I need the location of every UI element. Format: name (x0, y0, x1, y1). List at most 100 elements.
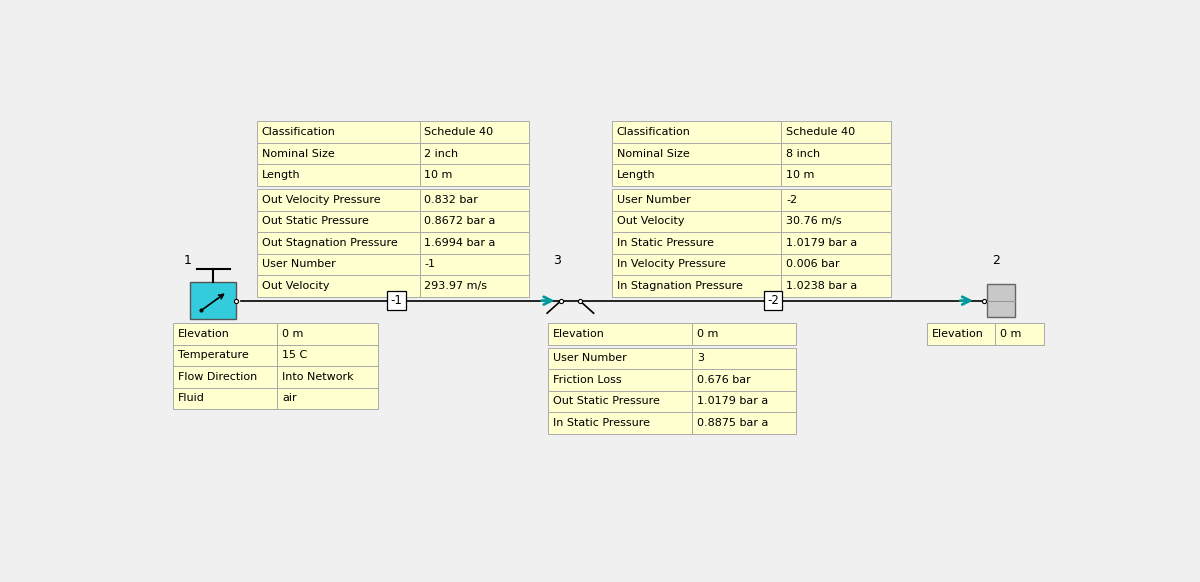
Bar (548, 347, 692, 369)
Text: Length: Length (617, 170, 655, 180)
Text: User Number: User Number (262, 260, 335, 269)
Text: 0 m: 0 m (1000, 329, 1021, 339)
Bar (986, 285, 1015, 317)
Text: -1: -1 (390, 294, 402, 307)
Text: Out Static Pressure: Out Static Pressure (553, 396, 660, 406)
Bar (692, 412, 797, 434)
Bar (190, 282, 236, 319)
Bar (420, 254, 529, 275)
Text: In Static Pressure: In Static Pressure (617, 238, 714, 248)
Bar (612, 275, 781, 297)
Text: Temperature: Temperature (178, 350, 248, 360)
Text: Fluid: Fluid (178, 393, 205, 403)
Text: 0.006 bar: 0.006 bar (786, 260, 840, 269)
Text: Classification: Classification (262, 127, 336, 137)
Bar (548, 412, 692, 434)
Text: Nominal Size: Nominal Size (262, 148, 335, 159)
Text: 293.97 m/s: 293.97 m/s (425, 281, 487, 291)
Bar (257, 143, 420, 164)
Text: 1.0179 bar a: 1.0179 bar a (786, 238, 857, 248)
Text: Out Velocity: Out Velocity (617, 217, 684, 226)
Bar (548, 323, 692, 345)
Bar (277, 388, 378, 409)
Bar (173, 388, 277, 409)
Text: 10 m: 10 m (425, 170, 452, 180)
Text: 15 C: 15 C (282, 350, 307, 360)
Bar (420, 122, 529, 143)
Text: Out Velocity: Out Velocity (262, 281, 329, 291)
Text: Out Stagnation Pressure: Out Stagnation Pressure (262, 238, 397, 248)
Bar (257, 211, 420, 232)
Bar (173, 345, 277, 366)
Text: In Stagnation Pressure: In Stagnation Pressure (617, 281, 743, 291)
Bar (781, 275, 892, 297)
Text: -1: -1 (425, 260, 436, 269)
Text: 0 m: 0 m (282, 329, 304, 339)
Text: Out Static Pressure: Out Static Pressure (262, 217, 368, 226)
Bar (781, 232, 892, 254)
Bar (995, 323, 1044, 345)
Text: Nominal Size: Nominal Size (617, 148, 690, 159)
Text: 3: 3 (697, 353, 704, 363)
Text: Classification: Classification (617, 127, 691, 137)
Bar (420, 143, 529, 164)
Text: 0.832 bar: 0.832 bar (425, 195, 479, 205)
Bar (612, 254, 781, 275)
Bar (692, 323, 797, 345)
Text: 8 inch: 8 inch (786, 148, 821, 159)
Bar (173, 366, 277, 388)
Bar (781, 211, 892, 232)
Bar (257, 232, 420, 254)
Bar (612, 164, 781, 186)
Bar (257, 164, 420, 186)
Text: 3: 3 (553, 254, 562, 267)
Bar (781, 122, 892, 143)
Bar (781, 189, 892, 211)
Bar (420, 275, 529, 297)
Bar (420, 232, 529, 254)
Text: 1: 1 (184, 254, 191, 267)
Bar (420, 164, 529, 186)
Bar (257, 254, 420, 275)
Bar (257, 275, 420, 297)
Bar (257, 189, 420, 211)
Bar (173, 323, 277, 345)
Bar (612, 122, 781, 143)
Text: 1.0179 bar a: 1.0179 bar a (697, 396, 768, 406)
Bar (612, 143, 781, 164)
Bar (277, 366, 378, 388)
Bar (548, 391, 692, 412)
Bar (277, 345, 378, 366)
Text: 30.76 m/s: 30.76 m/s (786, 217, 841, 226)
Bar (781, 164, 892, 186)
Text: 2 inch: 2 inch (425, 148, 458, 159)
Text: 0.8875 bar a: 0.8875 bar a (697, 418, 768, 428)
Text: Elevation: Elevation (178, 329, 229, 339)
Text: Schedule 40: Schedule 40 (425, 127, 493, 137)
Text: 10 m: 10 m (786, 170, 815, 180)
Bar (781, 254, 892, 275)
Text: In Velocity Pressure: In Velocity Pressure (617, 260, 726, 269)
Bar (612, 189, 781, 211)
Text: Flow Direction: Flow Direction (178, 372, 257, 382)
Bar (781, 143, 892, 164)
Text: Elevation: Elevation (553, 329, 605, 339)
Text: User Number: User Number (553, 353, 626, 363)
Bar (928, 323, 995, 345)
Text: Out Velocity Pressure: Out Velocity Pressure (262, 195, 380, 205)
Text: 2: 2 (992, 254, 1001, 267)
Text: 0.8672 bar a: 0.8672 bar a (425, 217, 496, 226)
Text: -2: -2 (786, 195, 797, 205)
Text: 0.676 bar: 0.676 bar (697, 375, 750, 385)
Bar (692, 391, 797, 412)
Bar (692, 369, 797, 391)
Text: 1.0238 bar a: 1.0238 bar a (786, 281, 857, 291)
Text: Schedule 40: Schedule 40 (786, 127, 856, 137)
Bar (277, 323, 378, 345)
Text: 1.6994 bar a: 1.6994 bar a (425, 238, 496, 248)
Text: Elevation: Elevation (932, 329, 984, 339)
Bar (612, 232, 781, 254)
Bar (612, 211, 781, 232)
Text: air: air (282, 393, 296, 403)
Bar (420, 189, 529, 211)
